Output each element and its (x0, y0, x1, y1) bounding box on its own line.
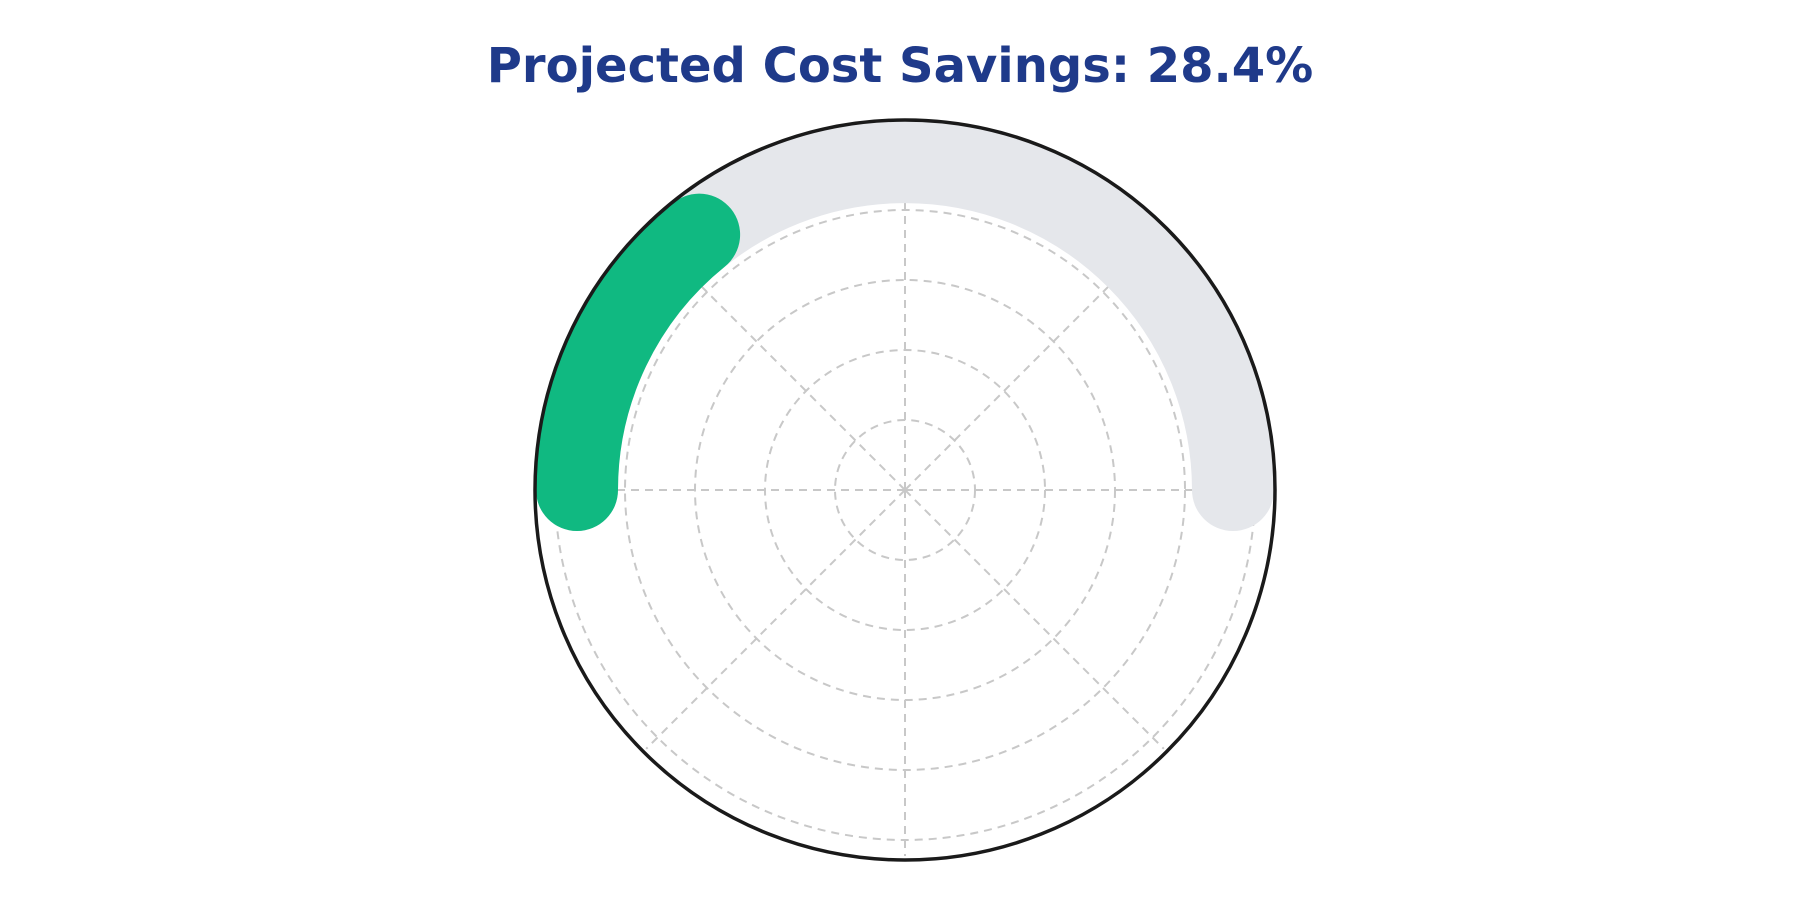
gauge-arcs (536, 121, 1274, 531)
gauge-progress-bar (536, 193, 741, 531)
gauge-outline (533, 118, 1277, 862)
grid-spoke-4 (645, 489, 906, 750)
grid-spoke-2 (904, 489, 1165, 750)
polar-grid (539, 124, 1271, 856)
chart-title: Projected Cost Savings: 28.4% (486, 38, 1314, 94)
grid-spoke-6 (645, 230, 906, 491)
grid-spoke-8 (904, 230, 1165, 491)
